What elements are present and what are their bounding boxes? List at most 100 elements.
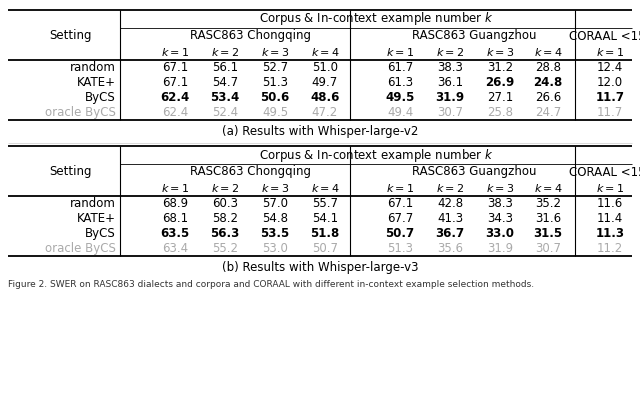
Text: 62.4: 62.4 — [162, 106, 188, 119]
Text: $k=1$: $k=1$ — [596, 46, 624, 58]
Text: 49.4: 49.4 — [387, 106, 413, 119]
Text: ByCS: ByCS — [85, 91, 116, 104]
Text: $k=2$: $k=2$ — [436, 182, 464, 194]
Text: 51.3: 51.3 — [262, 76, 288, 89]
Text: 11.4: 11.4 — [597, 212, 623, 225]
Text: RASC863 Chongqing: RASC863 Chongqing — [189, 166, 310, 178]
Text: $k=1$: $k=1$ — [161, 46, 189, 58]
Text: 27.1: 27.1 — [487, 91, 513, 104]
Text: 50.7: 50.7 — [312, 242, 338, 255]
Text: 38.3: 38.3 — [437, 61, 463, 74]
Text: 53.4: 53.4 — [211, 91, 239, 104]
Text: Setting: Setting — [49, 166, 92, 178]
Text: 24.7: 24.7 — [535, 106, 561, 119]
Text: 67.7: 67.7 — [387, 212, 413, 225]
Text: RASC863 Guangzhou: RASC863 Guangzhou — [412, 29, 536, 42]
Text: 51.3: 51.3 — [387, 242, 413, 255]
Text: $k=3$: $k=3$ — [261, 182, 289, 194]
Text: (b) Results with Whisper-large-v3: (b) Results with Whisper-large-v3 — [221, 261, 419, 274]
Text: $k=4$: $k=4$ — [534, 46, 563, 58]
Text: 50.7: 50.7 — [385, 227, 415, 240]
Text: $k=2$: $k=2$ — [211, 182, 239, 194]
Text: 35.2: 35.2 — [535, 197, 561, 210]
Text: KATE+: KATE+ — [77, 76, 116, 89]
Text: 58.2: 58.2 — [212, 212, 238, 225]
Text: 30.7: 30.7 — [437, 106, 463, 119]
Text: 11.6: 11.6 — [597, 197, 623, 210]
Text: RASC863 Guangzhou: RASC863 Guangzhou — [412, 166, 536, 178]
Text: 11.2: 11.2 — [597, 242, 623, 255]
Text: 26.9: 26.9 — [485, 76, 515, 89]
Text: ByCS: ByCS — [85, 227, 116, 240]
Text: 31.6: 31.6 — [535, 212, 561, 225]
Text: 49.5: 49.5 — [262, 106, 288, 119]
Text: 53.0: 53.0 — [262, 242, 288, 255]
Text: 57.0: 57.0 — [262, 197, 288, 210]
Text: $k=3$: $k=3$ — [486, 182, 514, 194]
Text: $k=1$: $k=1$ — [161, 182, 189, 194]
Text: 31.2: 31.2 — [487, 61, 513, 74]
Text: $k=4$: $k=4$ — [310, 182, 339, 194]
Text: 61.7: 61.7 — [387, 61, 413, 74]
Text: 48.6: 48.6 — [310, 91, 340, 104]
Text: $k=2$: $k=2$ — [211, 46, 239, 58]
Text: Corpus & In-context example number $k$: Corpus & In-context example number $k$ — [259, 10, 493, 28]
Text: 49.7: 49.7 — [312, 76, 338, 89]
Text: 50.6: 50.6 — [260, 91, 290, 104]
Text: 53.5: 53.5 — [260, 227, 290, 240]
Text: 55.7: 55.7 — [312, 197, 338, 210]
Text: 56.1: 56.1 — [212, 61, 238, 74]
Text: 63.4: 63.4 — [162, 242, 188, 255]
Text: $k=1$: $k=1$ — [386, 182, 414, 194]
Text: 55.2: 55.2 — [212, 242, 238, 255]
Text: 67.1: 67.1 — [162, 61, 188, 74]
Text: (a) Results with Whisper-large-v2: (a) Results with Whisper-large-v2 — [222, 124, 418, 137]
Text: 11.3: 11.3 — [595, 227, 625, 240]
Text: KATE+: KATE+ — [77, 212, 116, 225]
Text: 49.5: 49.5 — [385, 91, 415, 104]
Text: 35.6: 35.6 — [437, 242, 463, 255]
Text: $k=4$: $k=4$ — [534, 182, 563, 194]
Text: 12.4: 12.4 — [597, 61, 623, 74]
Text: $k=2$: $k=2$ — [436, 46, 464, 58]
Text: 62.4: 62.4 — [161, 91, 189, 104]
Text: 38.3: 38.3 — [487, 197, 513, 210]
Text: 52.4: 52.4 — [212, 106, 238, 119]
Text: 28.8: 28.8 — [535, 61, 561, 74]
Text: 25.8: 25.8 — [487, 106, 513, 119]
Text: 36.1: 36.1 — [437, 76, 463, 89]
Text: 67.1: 67.1 — [387, 197, 413, 210]
Text: 56.3: 56.3 — [211, 227, 239, 240]
Text: 24.8: 24.8 — [533, 76, 563, 89]
Text: 60.3: 60.3 — [212, 197, 238, 210]
Text: 42.8: 42.8 — [437, 197, 463, 210]
Text: 52.7: 52.7 — [262, 61, 288, 74]
Text: Corpus & In-context example number $k$: Corpus & In-context example number $k$ — [259, 147, 493, 163]
Text: $k=1$: $k=1$ — [596, 182, 624, 194]
Text: 51.8: 51.8 — [310, 227, 340, 240]
Text: oracle ByCS: oracle ByCS — [45, 242, 116, 255]
Text: RASC863 Chongqing: RASC863 Chongqing — [189, 29, 310, 42]
Text: 41.3: 41.3 — [437, 212, 463, 225]
Text: 12.0: 12.0 — [597, 76, 623, 89]
Text: 54.7: 54.7 — [212, 76, 238, 89]
Text: CORAAL <15s: CORAAL <15s — [569, 166, 640, 178]
Text: 63.5: 63.5 — [161, 227, 189, 240]
Text: $k=3$: $k=3$ — [486, 46, 514, 58]
Text: 34.3: 34.3 — [487, 212, 513, 225]
Text: 31.9: 31.9 — [487, 242, 513, 255]
Text: 61.3: 61.3 — [387, 76, 413, 89]
Text: random: random — [70, 61, 116, 74]
Text: Setting: Setting — [49, 29, 92, 42]
Text: 36.7: 36.7 — [435, 227, 465, 240]
Text: Figure 2. SWER on RASC863 dialects and corpora and CORAAL with different in-cont: Figure 2. SWER on RASC863 dialects and c… — [8, 280, 534, 289]
Text: $k=4$: $k=4$ — [310, 46, 339, 58]
Text: 67.1: 67.1 — [162, 76, 188, 89]
Text: 11.7: 11.7 — [597, 106, 623, 119]
Text: 11.7: 11.7 — [595, 91, 625, 104]
Text: $k=3$: $k=3$ — [261, 46, 289, 58]
Text: 54.1: 54.1 — [312, 212, 338, 225]
Text: 26.6: 26.6 — [535, 91, 561, 104]
Text: 30.7: 30.7 — [535, 242, 561, 255]
Text: oracle ByCS: oracle ByCS — [45, 106, 116, 119]
